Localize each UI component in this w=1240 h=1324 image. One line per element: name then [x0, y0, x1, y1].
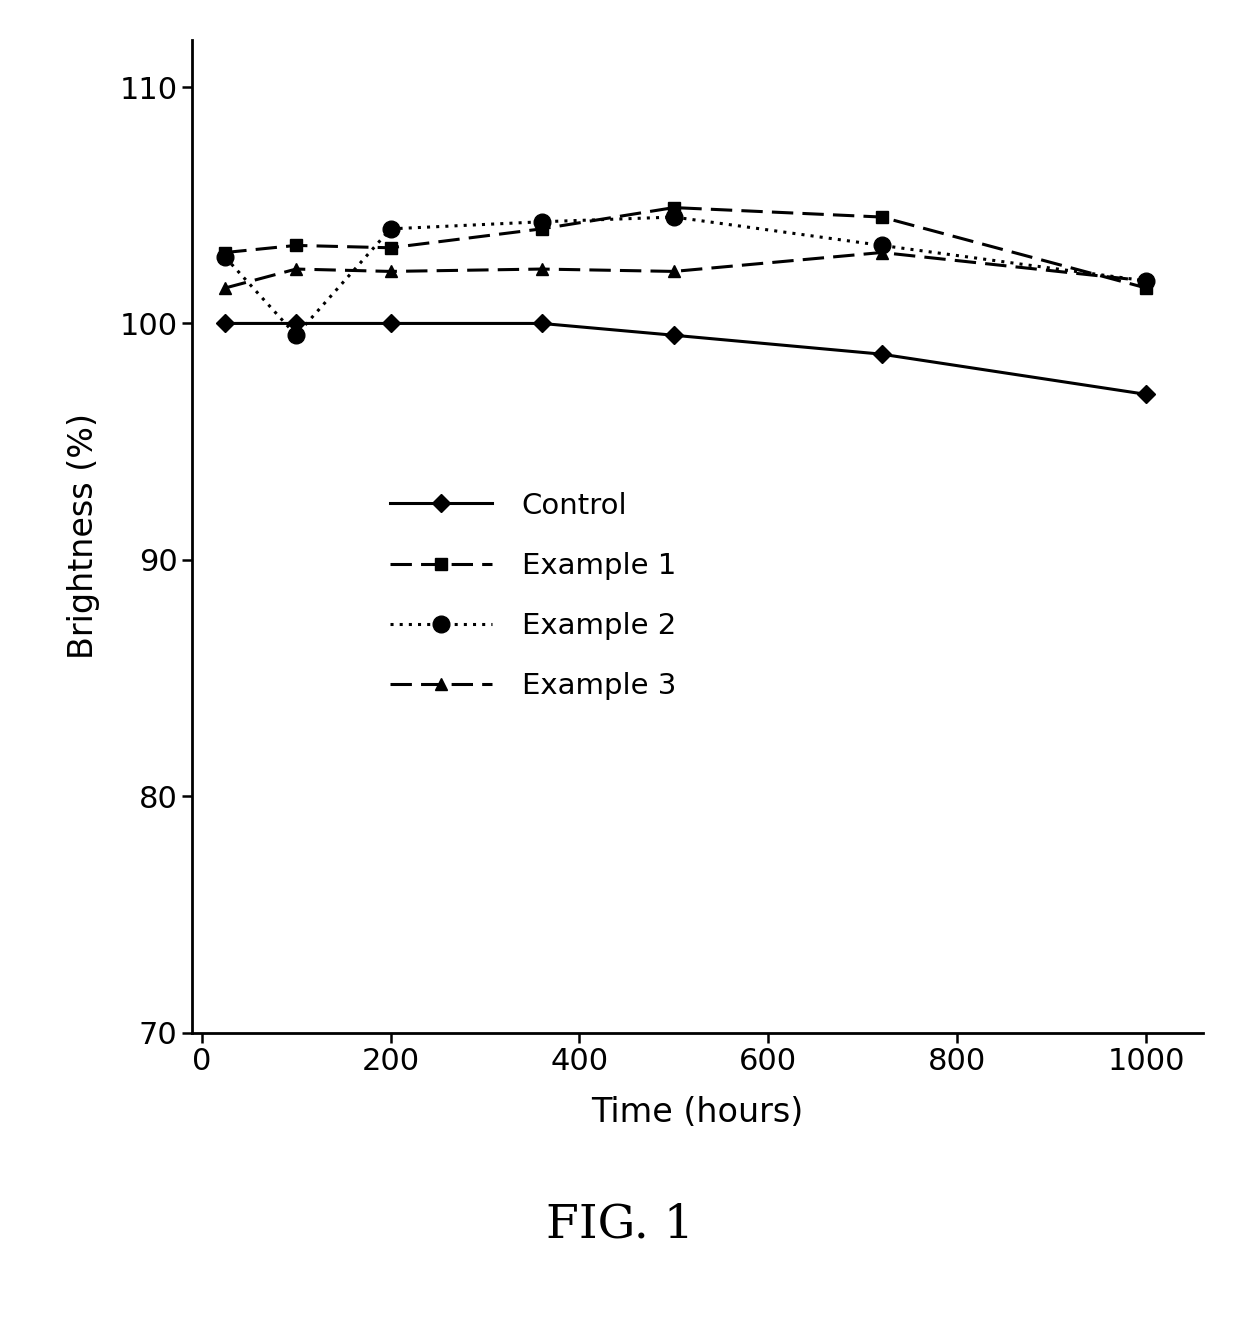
Example 2 — [666, 209, 681, 225]
X-axis label: Time (hours): Time (hours) — [591, 1096, 804, 1129]
Example 2 — [874, 237, 889, 253]
Control — [534, 315, 549, 331]
Example 1 — [218, 245, 233, 261]
Line: Example 2: Example 2 — [217, 209, 1154, 344]
Line: Control: Control — [219, 318, 1152, 401]
Example 3 — [666, 263, 681, 279]
Example 3 — [218, 279, 233, 295]
Control — [666, 327, 681, 343]
Example 1 — [289, 237, 304, 253]
Example 3 — [874, 245, 889, 261]
Example 2 — [289, 327, 304, 343]
Example 2 — [534, 213, 549, 230]
Example 3 — [289, 261, 304, 277]
Control — [218, 315, 233, 331]
Legend: Control, Example 1, Example 2, Example 3: Control, Example 1, Example 2, Example 3 — [378, 481, 687, 711]
Text: FIG. 1: FIG. 1 — [546, 1202, 694, 1247]
Control — [1138, 387, 1153, 402]
Example 1 — [534, 221, 549, 237]
Example 3 — [383, 263, 398, 279]
Control — [874, 346, 889, 361]
Example 2 — [383, 221, 398, 237]
Y-axis label: Brightness (%): Brightness (%) — [67, 413, 100, 659]
Example 2 — [218, 249, 233, 265]
Example 1 — [383, 240, 398, 256]
Control — [383, 315, 398, 331]
Line: Example 3: Example 3 — [219, 246, 1152, 294]
Example 3 — [1138, 273, 1153, 289]
Example 1 — [1138, 279, 1153, 295]
Example 1 — [874, 209, 889, 225]
Control — [289, 315, 304, 331]
Example 1 — [666, 200, 681, 216]
Example 3 — [534, 261, 549, 277]
Example 2 — [1138, 273, 1153, 289]
Line: Example 1: Example 1 — [219, 201, 1152, 294]
